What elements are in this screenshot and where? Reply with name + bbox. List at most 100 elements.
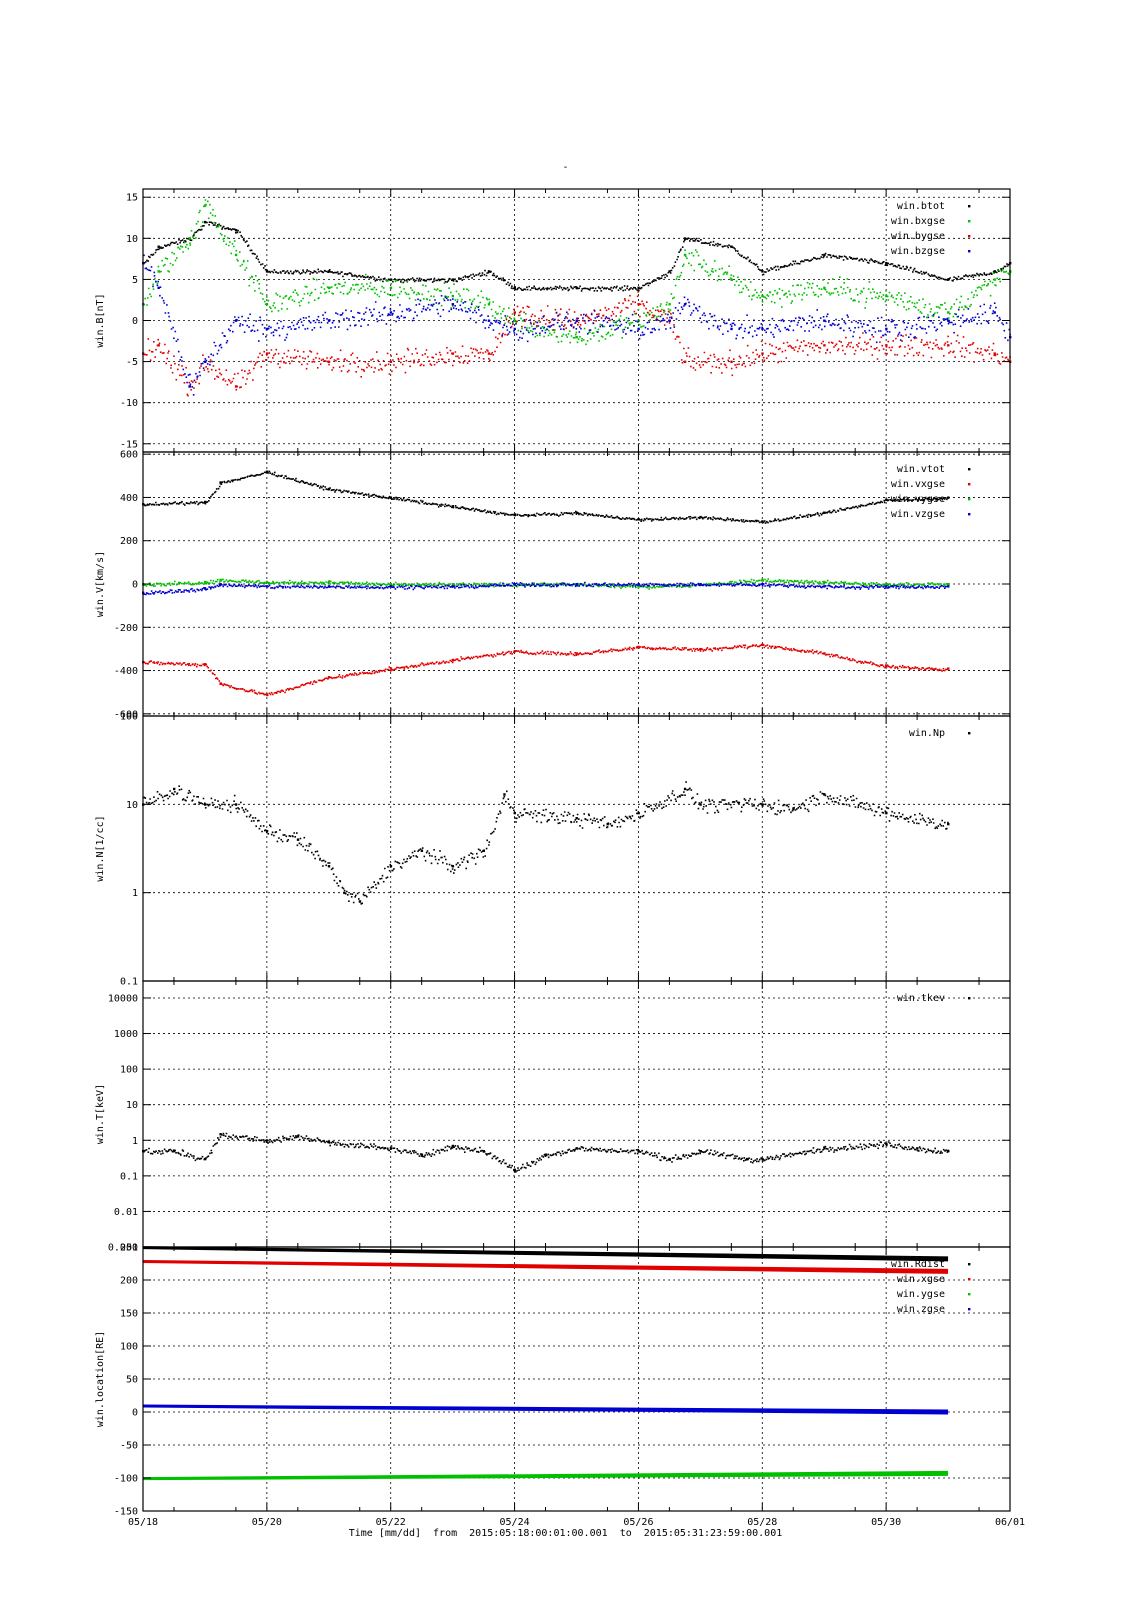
data-point <box>761 294 764 298</box>
data-point <box>513 1168 516 1171</box>
series-points <box>143 644 950 697</box>
y-tick-label: 0 <box>132 580 138 591</box>
data-point <box>885 261 888 265</box>
data-point <box>823 1147 826 1150</box>
data-point <box>761 327 764 331</box>
data-point <box>451 352 455 355</box>
data-point <box>513 513 516 517</box>
data-point <box>487 270 491 273</box>
data-point <box>575 583 578 586</box>
data-point <box>487 303 491 306</box>
series-win.Rdist <box>143 1246 949 1262</box>
data-point <box>947 822 950 826</box>
y-tick-label: 1000 <box>114 1029 138 1040</box>
data-point <box>993 311 996 314</box>
data-point <box>265 270 269 273</box>
data-point <box>637 327 640 331</box>
legend-label: win.bxgse <box>891 216 945 227</box>
data-point <box>203 663 207 666</box>
figure-title: - <box>562 162 569 173</box>
data-point <box>451 583 455 586</box>
data-point <box>451 294 455 298</box>
data-point <box>885 327 888 331</box>
data-point <box>699 515 702 519</box>
data-point <box>761 352 764 355</box>
y-tick-label: 200 <box>120 1276 138 1287</box>
data-point <box>637 811 640 815</box>
data-point <box>327 865 331 868</box>
data-point <box>575 652 578 655</box>
data-point <box>885 498 888 502</box>
x-axis-title: Time [mm/dd] from 2015:05:18:00:01:00.00… <box>0 1528 1131 1539</box>
data-point <box>451 303 455 306</box>
series-line <box>143 1246 949 1262</box>
data-point <box>699 583 702 586</box>
panel-frame <box>142 980 1011 1248</box>
y-tick-label: -600 <box>114 709 138 720</box>
data-point <box>219 682 222 685</box>
data-point <box>823 585 826 588</box>
legend: win.Np <box>909 728 971 739</box>
series-win.xgse <box>143 1260 949 1274</box>
data-point <box>513 811 516 815</box>
legend-marker <box>968 1278 971 1281</box>
data-point <box>761 803 764 806</box>
y-tick-label: 0.1 <box>120 1171 138 1182</box>
legend-label: win.bygse <box>891 231 945 242</box>
series-win.tkev <box>142 1132 950 1173</box>
data-point <box>637 518 640 521</box>
data-point <box>637 585 640 588</box>
data-point <box>265 829 269 833</box>
data-point <box>157 344 160 347</box>
data-point <box>730 360 733 363</box>
data-point <box>234 253 238 257</box>
y-tick-label: -400 <box>114 666 138 677</box>
legend: win.Rdist win.xgse win.ygse win.zgse <box>891 1259 971 1315</box>
legend-label: win.vygse <box>891 494 945 505</box>
data-point <box>683 787 687 791</box>
y-tick-label: 250 <box>120 1243 138 1254</box>
data-point <box>730 278 733 281</box>
data-point <box>296 838 300 841</box>
panel-2: 600 400 200 0 -200 -400 -600 win.V[km/s] win.vto… <box>95 450 1011 720</box>
x-tick-label: 05/24 <box>500 1517 530 1528</box>
data-point <box>203 1157 207 1161</box>
data-layer <box>142 199 1012 397</box>
data-point <box>389 286 393 290</box>
y-tick-label: -50 <box>120 1441 138 1452</box>
data-point <box>327 676 331 679</box>
data-point <box>683 360 687 363</box>
legend-marker <box>968 732 971 735</box>
data-point <box>358 900 362 903</box>
series-win.bxgse <box>142 199 1012 346</box>
y-tick-label: 5 <box>132 275 138 286</box>
series-win.btot <box>142 220 1012 292</box>
data-point <box>513 583 516 586</box>
y-tick-label: 100 <box>120 1342 138 1353</box>
panel-frame <box>142 715 1011 982</box>
data-point <box>637 303 640 306</box>
data-point <box>947 1149 950 1153</box>
x-tick-label: 05/22 <box>376 1517 406 1528</box>
data-point <box>823 319 826 322</box>
data-point <box>699 803 702 806</box>
y-axis-title: win.location[RE] <box>95 1331 106 1427</box>
data-point <box>219 578 222 582</box>
data-point <box>916 1147 919 1150</box>
data-point <box>203 220 207 224</box>
y-axis-title: win.T[keV] <box>95 1084 106 1144</box>
data-point <box>513 319 516 322</box>
data-layer <box>142 470 950 697</box>
data-point <box>823 652 826 655</box>
data-point <box>885 585 888 588</box>
y-tick-label: 10000 <box>108 993 138 1004</box>
y-tick-label: -15 <box>120 439 138 450</box>
y-tick-label: 150 <box>120 1309 138 1320</box>
data-point <box>668 319 671 322</box>
series-points <box>143 578 950 590</box>
data-point <box>885 583 888 586</box>
data-point <box>157 270 160 273</box>
legend-marker <box>968 235 971 238</box>
y-tick-label: 15 <box>126 193 138 204</box>
data-point <box>219 583 222 586</box>
